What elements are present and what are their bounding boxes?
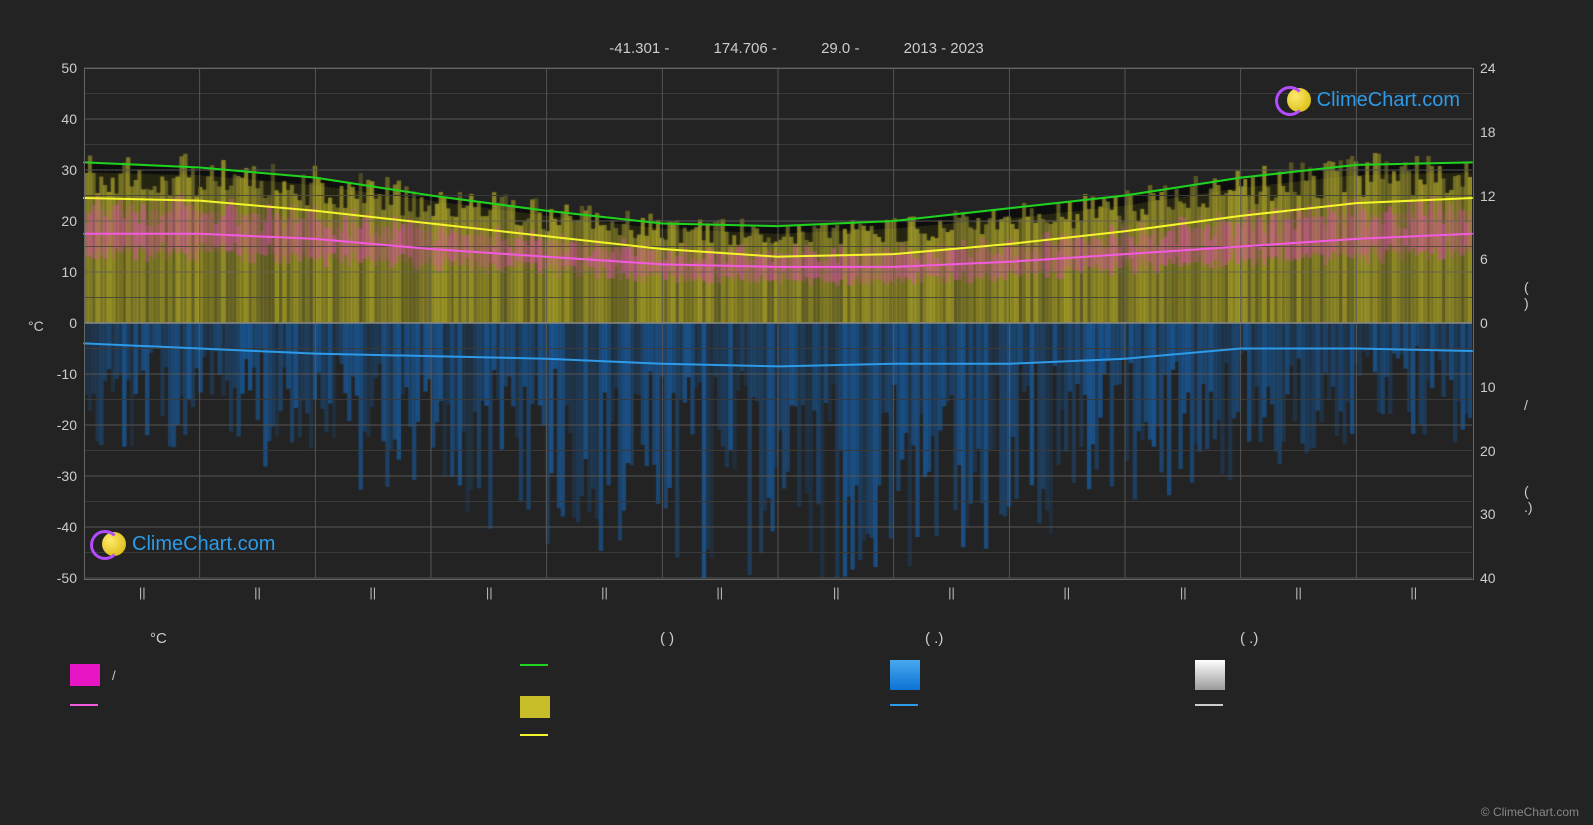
ytick-left: -50 (17, 570, 77, 586)
plot-border (84, 68, 1474, 580)
swatch-blue (890, 660, 920, 690)
ytick-right: 6 (1480, 251, 1540, 267)
ytick-right: 40 (1480, 570, 1540, 586)
xtick: || (710, 585, 730, 600)
ytick-left: 40 (17, 111, 77, 127)
swatch-magenta-line (70, 704, 98, 706)
header-lon: 174.706 - (714, 40, 777, 57)
header-elev: 29.0 - (821, 40, 859, 57)
legend-header-4: ( .) (1240, 630, 1258, 647)
legend-label: / (112, 668, 116, 683)
ytick-left: 50 (17, 60, 77, 76)
y-axis-right-group-label: ( ) (1524, 279, 1529, 311)
swatch-yellow-line (520, 734, 548, 736)
legend-header-3: ( .) (925, 630, 943, 647)
ytick-left: -10 (17, 366, 77, 382)
ytick-left: 30 (17, 162, 77, 178)
ytick-right: 30 (1480, 506, 1540, 522)
swatch-magenta (70, 664, 100, 686)
ytick-left: -40 (17, 519, 77, 535)
brand-logo-top: ClimeChart.com (1281, 86, 1460, 114)
y-axis-right-group-label: / (1524, 397, 1528, 413)
legend-magenta-line (70, 704, 98, 706)
legend-blue-box (890, 660, 920, 690)
ytick-right: 10 (1480, 379, 1540, 395)
legend-green-line (520, 664, 548, 666)
xtick: || (1173, 585, 1193, 600)
chart-header: -41.301 - 174.706 - 29.0 - 2013 - 2023 (0, 40, 1593, 57)
legend-grey-box (1195, 660, 1225, 690)
xtick: || (1057, 585, 1077, 600)
ytick-left: -20 (17, 417, 77, 433)
ytick-right: 20 (1480, 443, 1540, 459)
legend-header-2: ( ) (660, 630, 674, 647)
brand-icon (1281, 86, 1309, 114)
xtick: || (826, 585, 846, 600)
header-lat: -41.301 - (609, 40, 669, 57)
ytick-left: -30 (17, 468, 77, 484)
ytick-left: 20 (17, 213, 77, 229)
legend-yellow-line (520, 734, 548, 736)
ytick-left: 10 (17, 264, 77, 280)
xtick: || (248, 585, 268, 600)
xtick: || (363, 585, 383, 600)
brand-text: ClimeChart.com (132, 533, 275, 556)
swatch-blue-line (890, 704, 918, 706)
xtick: || (132, 585, 152, 600)
xtick: || (595, 585, 615, 600)
xtick: || (1289, 585, 1309, 600)
ytick-right: 24 (1480, 60, 1540, 76)
ytick-right: 0 (1480, 315, 1540, 331)
legend-grey-line (1195, 704, 1223, 706)
ytick-left: 0 (17, 315, 77, 331)
brand-icon (96, 530, 124, 558)
xtick: || (942, 585, 962, 600)
swatch-grey (1195, 660, 1225, 690)
legend-yellow-box (520, 696, 550, 718)
swatch-yellow (520, 696, 550, 718)
legend-header-1: °C (150, 630, 167, 647)
header-years: 2013 - 2023 (904, 40, 984, 57)
swatch-green-line (520, 664, 548, 666)
ytick-right: 18 (1480, 124, 1540, 140)
plot-area: ClimeChart.com ClimeChart.com (84, 68, 1472, 578)
legend-magenta-box: / (70, 664, 116, 686)
xtick: || (1404, 585, 1424, 600)
swatch-grey-line (1195, 704, 1223, 706)
ytick-right: 12 (1480, 188, 1540, 204)
brand-text: ClimeChart.com (1317, 89, 1460, 112)
xtick: || (479, 585, 499, 600)
brand-logo-bottom: ClimeChart.com (96, 530, 275, 558)
copyright: © ClimeChart.com (1481, 805, 1579, 819)
legend-blue-line (890, 704, 918, 706)
